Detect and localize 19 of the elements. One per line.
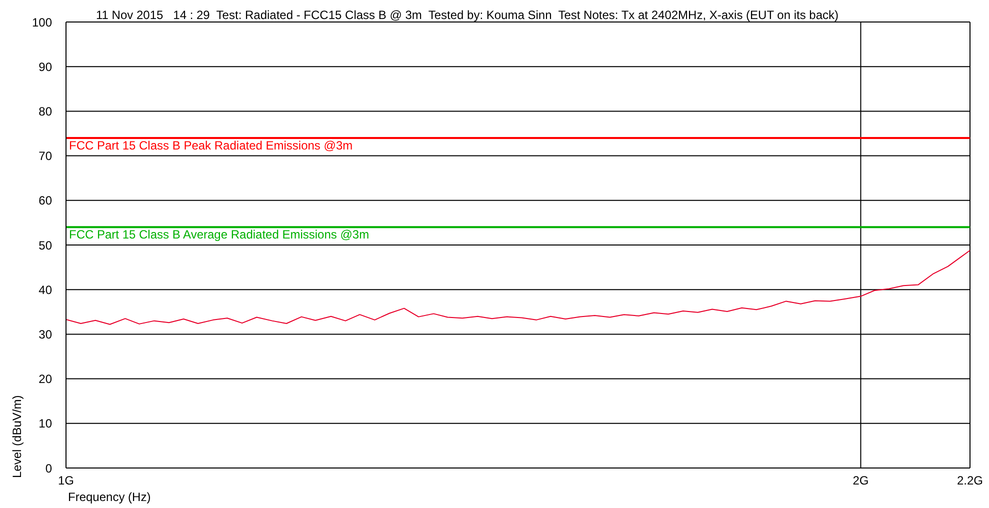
x-tick-label: 2G xyxy=(852,474,869,488)
y-tick-label: 100 xyxy=(32,15,52,30)
x-tick-label: 2.2G xyxy=(956,474,984,488)
chart-title: 11 Nov 2015 14 : 29 Test: Radiated - FCC15 Class B @ 3m Tested by: Kouma Sinn Test Notes: Tx at 2402MHz, X-axis (EUT on its back) xyxy=(96,8,839,22)
y-tick-label: 50 xyxy=(38,238,52,252)
y-tick-label: 90 xyxy=(38,60,52,74)
y-tick-label: 80 xyxy=(38,104,52,118)
ref-line-label: FCC Part 15 Class B Average Radiated Emissions @3m xyxy=(69,228,370,242)
y-tick-label: 60 xyxy=(38,194,52,208)
y-tick-label: 10 xyxy=(38,416,52,431)
y-tick-label: 40 xyxy=(38,282,52,297)
y-tick-label: 30 xyxy=(38,327,52,342)
y-axis-title: Level (dBuV/m) xyxy=(10,395,24,478)
y-tick-label: 20 xyxy=(38,372,52,386)
x-axis-title: Frequency (Hz) xyxy=(68,490,151,504)
y-tick-label: 0 xyxy=(45,461,52,476)
ref-line-label: FCC Part 15 Class B Peak Radiated Emissions @3m xyxy=(69,138,353,152)
x-tick-label: 1G xyxy=(58,474,74,488)
y-tick-label: 70 xyxy=(38,149,52,164)
